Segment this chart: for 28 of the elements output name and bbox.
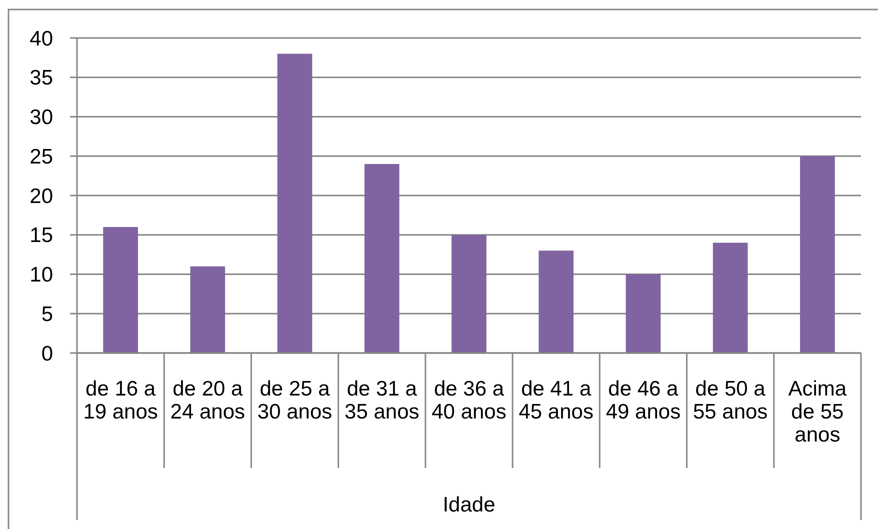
- x-tick-label: de 16 a 19 anos: [83, 377, 158, 424]
- bar: [190, 266, 226, 353]
- y-tick-label: 10: [30, 264, 53, 287]
- bar: [626, 274, 661, 353]
- bar: [538, 250, 574, 353]
- y-tick-label: 30: [30, 106, 53, 130]
- y-tick-label: 5: [41, 302, 53, 326]
- y-tick-label: 35: [30, 66, 53, 90]
- bar: [800, 156, 835, 353]
- y-tick-label: 25: [30, 145, 53, 168]
- x-tick-label: de 46 a 49 anos: [606, 377, 681, 424]
- x-tick-label: de 41 a 45 anos: [518, 377, 594, 424]
- x-tick-label: Acima de 55 anos: [788, 377, 847, 446]
- x-tick-label: de 25 a 30 anos: [257, 377, 332, 424]
- y-tick-label: 40: [30, 27, 53, 50]
- x-tick-label: de 31 a 35 anos: [344, 377, 420, 424]
- x-tick-label: de 20 a 24 anos: [170, 377, 246, 424]
- bar: [277, 54, 312, 353]
- bar: [712, 242, 748, 353]
- y-tick-label: 0: [41, 342, 53, 366]
- x-axis-title: Idade: [442, 493, 496, 516]
- bar: [103, 227, 138, 353]
- y-tick-label: 15: [30, 224, 53, 248]
- y-tick-label: 20: [30, 184, 53, 208]
- x-tick-label: de 36 a 40 anos: [432, 377, 506, 424]
- x-tick-label: de 50 a 55 anos: [692, 377, 768, 424]
- bar: [452, 234, 486, 353]
- bar: [364, 164, 400, 353]
